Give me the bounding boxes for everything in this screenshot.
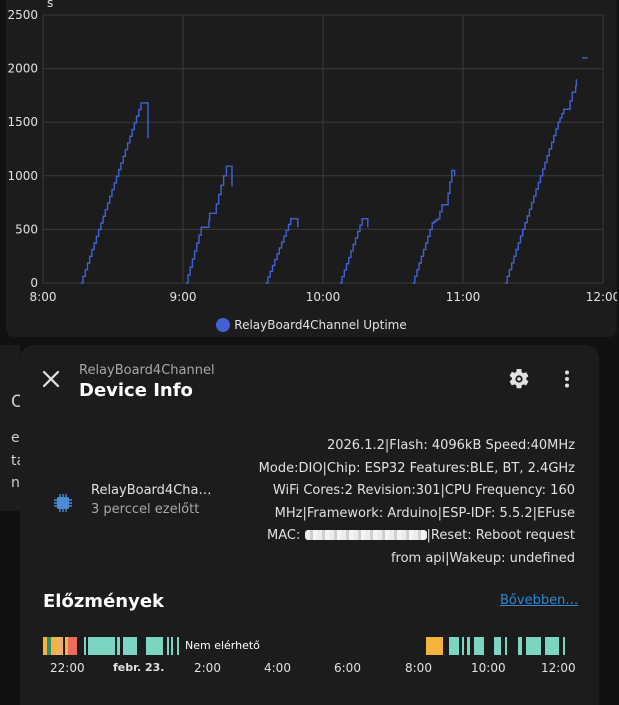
- settings-button[interactable]: [507, 367, 531, 391]
- timeline-segment[interactable]: [505, 637, 507, 655]
- x-tick-label: 10:00: [306, 290, 341, 304]
- y-tick-label: 2500: [7, 8, 38, 22]
- dialog-subtitle: RelayBoard4Channel: [79, 363, 215, 378]
- device-name-link[interactable]: RelayBoard4Cha…: [91, 483, 212, 498]
- series-line-segment: [339, 217, 369, 284]
- timeline-segment[interactable]: [51, 637, 57, 655]
- dialog-title: Device Info: [79, 380, 193, 401]
- x-tick-label: 12:00: [586, 290, 617, 304]
- uptime-chart: 0 500 1000 1500 2000 2500 8:00 9:00 10:00 11:00 12…: [7, 0, 617, 304]
- chip-icon: [53, 493, 73, 513]
- gear-icon: [509, 368, 529, 389]
- x-tick-label: 9:00: [170, 290, 197, 304]
- timeline-segment[interactable]: [68, 637, 77, 655]
- series-line-segment: [80, 102, 149, 284]
- timeline-segment[interactable]: [474, 637, 484, 655]
- timeline-axis-label: 22:00: [50, 661, 85, 675]
- info-line: WiFi Cores:2 Revision:301|CPU Frequency:…: [272, 483, 575, 498]
- background-text: e: [11, 430, 20, 446]
- timeline-segment[interactable]: [518, 637, 522, 655]
- timeline-segment[interactable]: [449, 637, 459, 655]
- timeline-axis-label: febr. 23.: [113, 661, 165, 674]
- info-line-mac: MAC: |Reset: Reboot request: [235, 525, 575, 548]
- info-line: Mode:DIO|Chip: ESP32 Features:BLE, BT, 2…: [258, 460, 575, 476]
- legend-label: RelayBoard4Channel Uptime: [234, 318, 407, 332]
- timeline-segment[interactable]: [43, 637, 47, 655]
- timeline-axis-label: 10:00: [471, 661, 506, 675]
- timeline-segment[interactable]: [88, 637, 115, 655]
- timeline-segment[interactable]: [171, 637, 173, 655]
- info-line: 2026.1.2|Flash: 4096kB Speed:40MHz: [326, 438, 575, 453]
- history-timeline[interactable]: Nem elérhető: [43, 637, 583, 655]
- timeline-segment[interactable]: [426, 637, 443, 655]
- y-axis-unit: s: [47, 0, 53, 10]
- background-text: n: [11, 475, 20, 491]
- x-tick-label: 8:00: [30, 290, 57, 304]
- timeline-segment[interactable]: [117, 637, 120, 655]
- history-title: Előzmények: [43, 591, 164, 612]
- timeline-segment[interactable]: [57, 637, 61, 655]
- y-tick-label: 2000: [7, 62, 38, 76]
- timeline-axis-label: 12:00: [541, 661, 576, 675]
- close-button[interactable]: [39, 367, 63, 391]
- mac-redaction: [304, 530, 427, 540]
- y-tick-label: 500: [15, 222, 38, 236]
- y-tick-label: 1500: [7, 115, 38, 129]
- more-vertical-icon: [565, 370, 569, 388]
- timeline-axis-label: 4:00: [264, 661, 291, 675]
- timeline-segment[interactable]: [462, 637, 464, 655]
- timeline-segment[interactable]: [467, 637, 470, 655]
- timeline-segment[interactable]: [526, 637, 541, 655]
- y-tick-label: 0: [30, 276, 38, 290]
- unavailable-label: Nem elérhető: [185, 639, 260, 652]
- timeline-segment[interactable]: [494, 637, 501, 655]
- timeline-axis-label: 2:00: [194, 661, 221, 675]
- series-line-segment: [185, 165, 233, 284]
- background-card: [0, 345, 20, 511]
- timeline-segment[interactable]: [84, 637, 86, 655]
- mac-suffix: |Reset: Reboot request: [426, 528, 575, 543]
- timeline-segment[interactable]: [545, 637, 559, 655]
- timeline-segment[interactable]: [61, 637, 63, 655]
- history-more-link[interactable]: Bővebben…: [500, 593, 579, 608]
- x-tick-label: 11:00: [446, 290, 481, 304]
- timeline-segment[interactable]: [177, 637, 179, 655]
- series-line-segment: [505, 79, 578, 284]
- device-info-text: 2026.1.2|Flash: 4096kB Speed:40MHz Mode:…: [235, 435, 575, 570]
- device-info-dialog: RelayBoard4Channel Device Info RelayBoar…: [20, 345, 599, 705]
- timeline-segment[interactable]: [65, 637, 68, 655]
- series-line-segment: [265, 217, 299, 284]
- timeline-axis-label: 8:00: [405, 661, 432, 675]
- mac-label: MAC:: [267, 528, 305, 543]
- timeline-segment[interactable]: [563, 637, 565, 655]
- device-last-seen: 3 perccel ezelőtt: [91, 502, 200, 517]
- chart-legend[interactable]: RelayBoard4Channel Uptime: [6, 318, 617, 332]
- uptime-chart-card: 0 500 1000 1500 2000 2500 8:00 9:00 10:00 11:00 12…: [6, 0, 617, 337]
- close-icon: [42, 370, 60, 388]
- series-line-segment: [412, 169, 456, 284]
- info-line: MHz|Framework: Arduino|ESP-IDF: 5.5.2|EF…: [274, 505, 575, 521]
- info-line: from api|Wakeup: undefined: [390, 550, 575, 566]
- legend-color-dot: [216, 318, 231, 332]
- timeline-segment[interactable]: [47, 637, 51, 655]
- timeline-segment[interactable]: [123, 637, 137, 655]
- more-options-button[interactable]: [555, 367, 579, 391]
- timeline-axis-label: 6:00: [334, 661, 361, 675]
- timeline-segment[interactable]: [167, 637, 169, 655]
- y-tick-label: 1000: [7, 169, 38, 183]
- timeline-segment[interactable]: [146, 637, 163, 655]
